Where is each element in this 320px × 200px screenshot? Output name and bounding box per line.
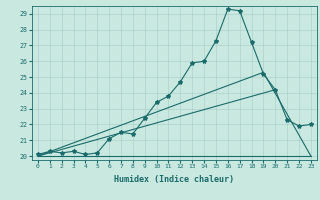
X-axis label: Humidex (Indice chaleur): Humidex (Indice chaleur) <box>115 175 234 184</box>
